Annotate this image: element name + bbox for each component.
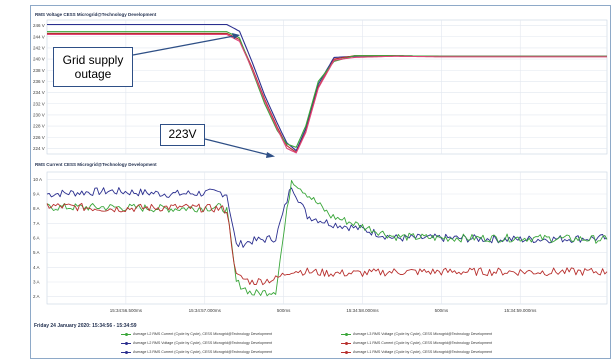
legend-label: Average L3 RMS Voltage (Cycle by Cycle),… bbox=[353, 332, 493, 336]
x-tick-label-5: 15:34:59.000ms bbox=[504, 308, 537, 313]
y-tick-label-0-5: 234 V bbox=[33, 90, 45, 95]
legend-label: Average L1 RMS Voltage (Cycle by Cycle),… bbox=[353, 350, 493, 354]
plot-area-0 bbox=[46, 19, 608, 155]
series-line-1-1 bbox=[46, 180, 608, 297]
x-tick-label-0: 15:34:56.500ms bbox=[110, 308, 143, 313]
voltage-panel-title: RMS Voltage CESS Microgrid@Technology De… bbox=[35, 12, 157, 17]
y-tick-label-1-4: 6 A bbox=[33, 236, 40, 241]
min-voltage-callout-text: 223V bbox=[168, 127, 197, 141]
y-tick-label-0-9: 242 V bbox=[33, 45, 45, 50]
y-tick-label-0-1: 226 V bbox=[33, 135, 45, 140]
legend-swatch bbox=[121, 332, 131, 336]
legend-item: Average L3 RMS Current (Cycle by Cycle),… bbox=[121, 350, 272, 354]
y-tick-label-0-6: 236 V bbox=[33, 79, 45, 84]
legend-swatch bbox=[121, 341, 131, 345]
legend-label: Average L2 RMS Current (Cycle by Cycle),… bbox=[133, 332, 272, 336]
y-tick-label-0-4: 232 V bbox=[33, 101, 45, 106]
x-tick-label-4: 500ms bbox=[435, 308, 449, 313]
y-tick-label-1-8: 10 A bbox=[33, 177, 42, 182]
series-line-1-0 bbox=[46, 187, 608, 248]
outage-callout: Grid supply outage bbox=[53, 47, 133, 87]
y-tick-label-0-10: 244 V bbox=[33, 34, 45, 39]
legend-item: Average L1 RMS Current (Cycle by Cycle),… bbox=[341, 341, 492, 345]
series-line-0-3 bbox=[47, 33, 607, 154]
legend-swatch bbox=[341, 332, 351, 336]
legend-item: Average L2 RMS Current (Cycle by Cycle),… bbox=[121, 332, 272, 336]
date-range-label: Friday 24 January 2020: 15:34:56 - 15:34… bbox=[34, 323, 137, 329]
legend-label: Average L1 RMS Current (Cycle by Cycle),… bbox=[353, 341, 492, 345]
legend-item: Average L3 RMS Voltage (Cycle by Cycle),… bbox=[341, 332, 492, 336]
x-tick-label-1: 15:34:57.000ms bbox=[189, 308, 222, 313]
legend-swatch bbox=[121, 350, 131, 354]
series-line-1-2 bbox=[46, 202, 608, 286]
chart-svg: 224 V 226 V 228 V 230 V 232 V 234 V 236 V 238 V… bbox=[33, 19, 608, 313]
current-panel-title: RMS Current CESS Microgrid@Technology De… bbox=[35, 162, 157, 167]
legend-swatch bbox=[341, 350, 351, 354]
y-tick-label-1-7: 9 A bbox=[33, 192, 40, 197]
y-tick-label-1-3: 5 A bbox=[33, 250, 40, 255]
series-line-0-0 bbox=[47, 23, 607, 152]
y-tick-label-1-0: 2 A bbox=[33, 294, 40, 299]
legend-label: Average L3 RMS Current (Cycle by Cycle),… bbox=[133, 350, 272, 354]
legend-item: Average L2 RMS Voltage (Cycle by Cycle),… bbox=[121, 341, 272, 345]
y-tick-label-1-6: 8 A bbox=[33, 206, 40, 211]
y-tick-label-0-8: 240 V bbox=[33, 57, 45, 62]
y-tick-label-0-0: 224 V bbox=[33, 146, 45, 151]
legend-item: Average L1 RMS Voltage (Cycle by Cycle),… bbox=[341, 350, 492, 354]
y-tick-label-0-7: 238 V bbox=[33, 68, 45, 73]
outage-callout-text: Grid supply outage bbox=[62, 53, 124, 81]
legend-label: Average L2 RMS Voltage (Cycle by Cycle),… bbox=[133, 341, 273, 345]
y-tick-label-1-5: 7 A bbox=[33, 221, 40, 226]
legend-swatch bbox=[341, 341, 351, 345]
min-voltage-callout: 223V bbox=[160, 124, 205, 146]
y-tick-label-0-11: 246 V bbox=[33, 23, 45, 28]
y-tick-label-0-3: 230 V bbox=[33, 112, 45, 117]
y-tick-label-1-1: 3 A bbox=[33, 280, 40, 285]
x-tick-label-2: 500ms bbox=[277, 308, 291, 313]
y-tick-label-1-2: 4 A bbox=[33, 265, 40, 270]
y-tick-label-0-2: 228 V bbox=[33, 124, 45, 129]
x-tick-label-3: 15:34:58.000ms bbox=[346, 308, 379, 313]
